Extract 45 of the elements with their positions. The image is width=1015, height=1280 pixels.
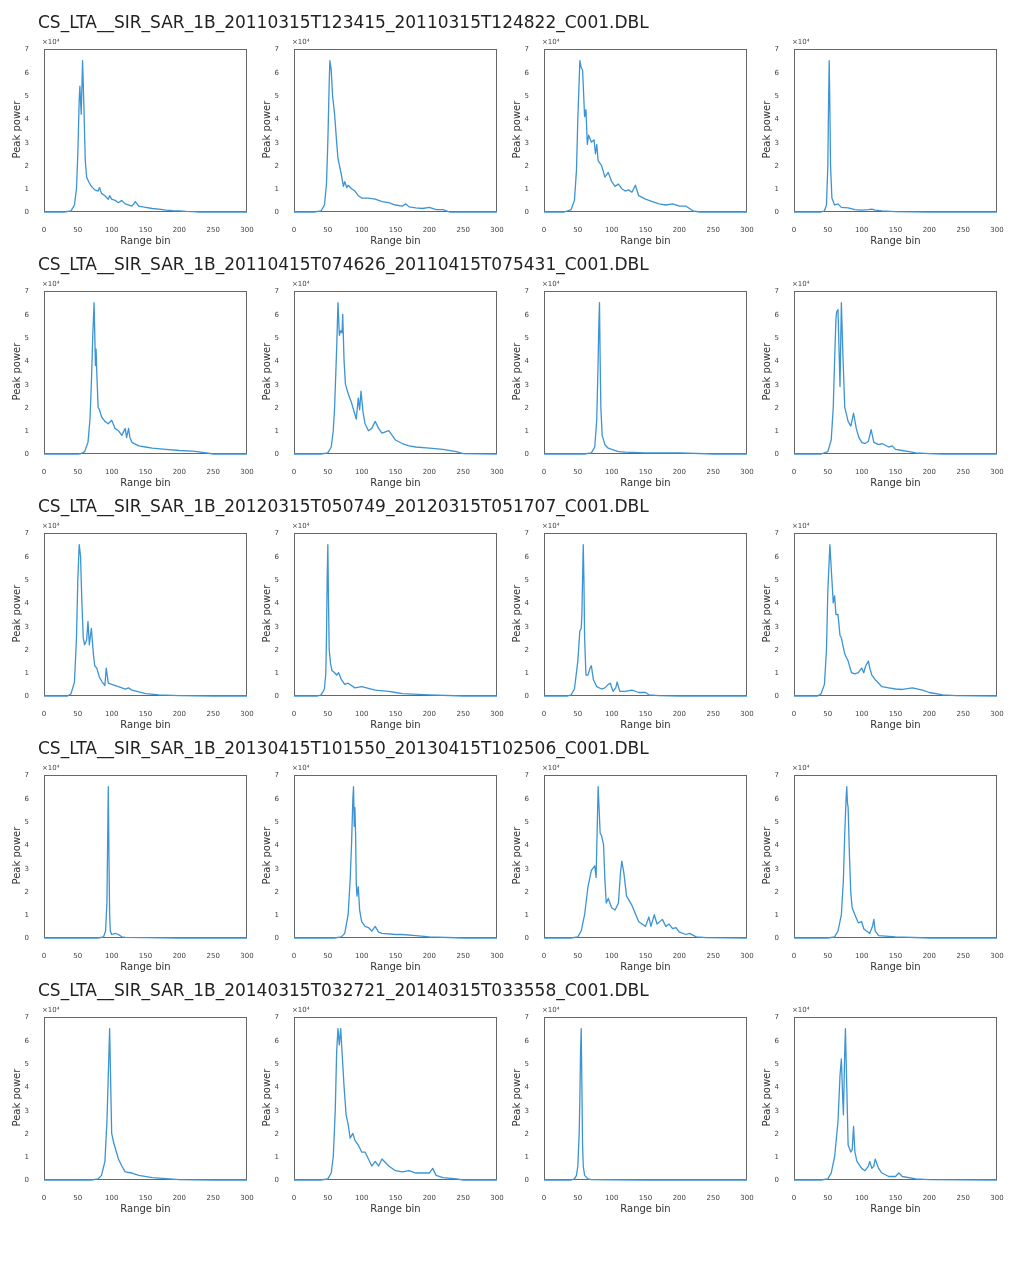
text: CS_LTA__SIR_SAR_1B_20140315T032721_20140315T033558_C001.DBL [37,979,649,1003]
x-axis-title: Range bin [620,961,671,972]
x-axis-title: Range bin [870,719,921,730]
y-axis-title: Peak power [510,1067,522,1127]
x-axis-title: Range bin [120,961,171,972]
text: CS_LTA__SIR_SAR_1B_20120315T050749_20120315T051707_C001.DBL [37,495,649,519]
y-axis-title: Peak power [260,341,272,401]
y-axis-title: Peak power [510,99,522,159]
y-axis-title: Peak power [760,1067,772,1127]
x-axis-title: Range bin [120,477,171,488]
x-axis-title: Range bin [620,235,671,246]
y-axis-title: Peak power [760,99,772,159]
x-axis-title: Range bin [870,1203,921,1214]
y-axis-title: Peak power [10,583,22,643]
x-axis-title: Range bin [370,719,421,730]
y-axis-title: Peak power [760,825,772,885]
y-axis-title: Peak power [260,825,272,885]
x-axis-title: Range bin [120,719,171,730]
y-axis-title: Peak power [260,1067,272,1127]
x-axis-title: Range bin [120,1203,171,1214]
y-axis-title: Peak power [760,583,772,643]
y-axis-title: Peak power [510,583,522,643]
x-axis-title: Range bin [370,235,421,246]
y-axis-title: Peak power [10,1067,22,1127]
y-axis-title: Peak power [10,825,22,885]
x-axis-title: Range bin [620,719,671,730]
x-axis-title: Range bin [120,235,171,246]
y-axis-title: Peak power [10,341,22,401]
x-axis-title: Range bin [370,961,421,972]
y-axis-title: Peak power [260,583,272,643]
x-axis-title: Range bin [870,477,921,488]
x-axis-title: Range bin [370,477,421,488]
y-axis-title: Peak power [760,341,772,401]
y-axis-title: Peak power [510,341,522,401]
y-axis-title: Peak power [260,99,272,159]
text: CS_LTA__SIR_SAR_1B_20130415T101550_20130415T102506_C001.DBL [37,737,649,761]
y-axis-title: Peak power [10,99,22,159]
x-axis-title: Range bin [870,961,921,972]
x-axis-title: Range bin [870,235,921,246]
y-axis-title: Peak power [510,825,522,885]
x-axis-title: Range bin [370,1203,421,1214]
x-axis-title: Range bin [620,1203,671,1214]
text: CS_LTA__SIR_SAR_1B_20110415T074626_20110415T075431_C001.DBL [37,253,649,277]
text: CS_LTA__SIR_SAR_1B_20110315T123415_20110315T124822_C001.DBL [37,11,649,35]
x-axis-title: Range bin [620,477,671,488]
